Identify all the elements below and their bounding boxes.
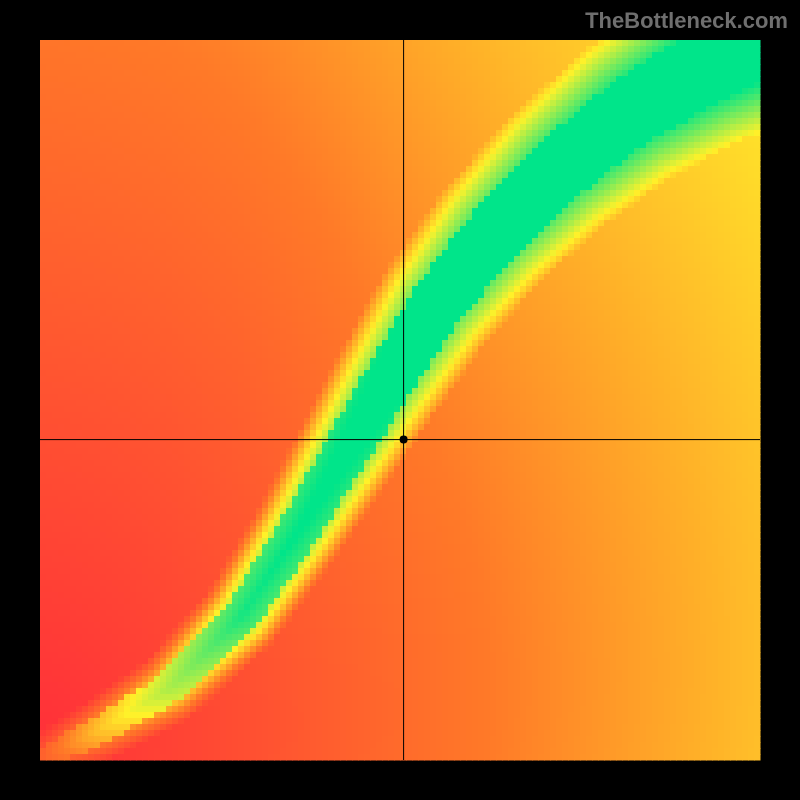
bottleneck-heatmap-canvas: [0, 0, 800, 800]
chart-container: TheBottleneck.com: [0, 0, 800, 800]
watermark-text: TheBottleneck.com: [585, 8, 788, 34]
